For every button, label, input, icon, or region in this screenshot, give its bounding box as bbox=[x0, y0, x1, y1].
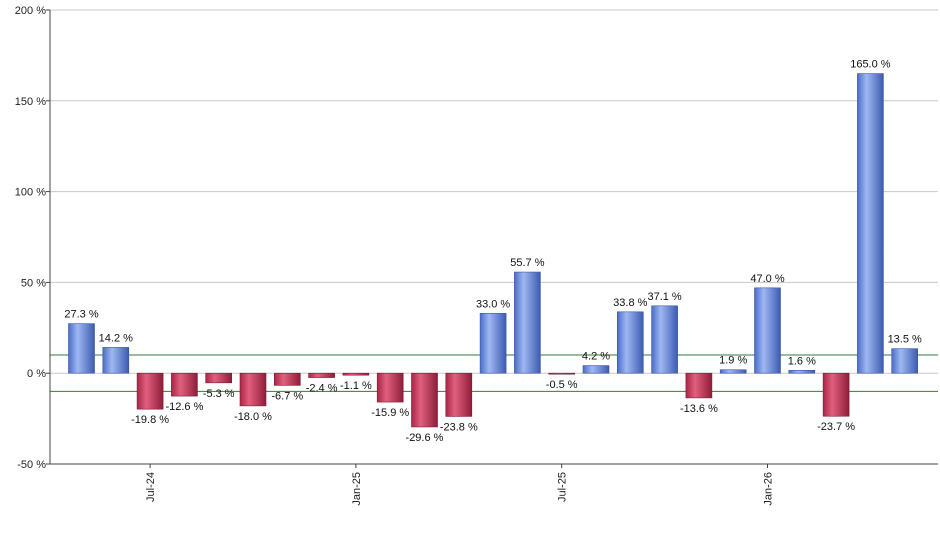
data-label: 165.0 % bbox=[850, 59, 891, 71]
bar[interactable] bbox=[788, 369, 816, 374]
axes: 200 % 150 % 100 % 50 % 0 % -50 % Jul-24 Jan-25 J… bbox=[15, 5, 938, 506]
bar[interactable] bbox=[822, 372, 850, 417]
y-tick-label: 150 % bbox=[15, 96, 46, 108]
bar[interactable] bbox=[719, 369, 747, 374]
x-tick-label: Jan-25 bbox=[351, 472, 363, 506]
bar[interactable] bbox=[273, 372, 301, 386]
bar[interactable] bbox=[651, 305, 678, 374]
bars bbox=[68, 73, 919, 428]
bar[interactable] bbox=[582, 365, 610, 374]
data-label: -19.8 % bbox=[131, 414, 169, 426]
bar[interactable] bbox=[548, 372, 576, 375]
data-label: 37.1 % bbox=[647, 291, 681, 303]
bar[interactable] bbox=[754, 287, 781, 374]
data-label: -29.6 % bbox=[406, 432, 444, 444]
data-label: 47.0 % bbox=[750, 273, 784, 285]
bar[interactable] bbox=[308, 372, 335, 378]
bar[interactable] bbox=[239, 372, 267, 407]
data-label: 33.8 % bbox=[613, 297, 647, 309]
data-label: -13.6 % bbox=[680, 403, 718, 415]
x-tick-label: Jan-26 bbox=[763, 472, 775, 506]
data-label: -1.1 % bbox=[340, 380, 372, 392]
y-tick-label: 0 % bbox=[27, 368, 46, 380]
data-label: 27.3 % bbox=[64, 309, 98, 321]
data-label: -15.9 % bbox=[371, 407, 409, 419]
data-label: -23.8 % bbox=[440, 421, 478, 433]
bar-labels: 27.3 %14.2 % -19.8 %-12.6 %-5.3 % -18.0 % -… bbox=[64, 59, 922, 444]
data-label: 1.6 % bbox=[788, 355, 816, 367]
bar[interactable] bbox=[171, 372, 198, 397]
data-label: -12.6 % bbox=[165, 401, 203, 413]
bar[interactable] bbox=[616, 311, 644, 374]
y-tick-label: 50 % bbox=[21, 277, 46, 289]
bar[interactable] bbox=[445, 372, 473, 417]
bar[interactable] bbox=[376, 372, 404, 403]
data-label: 33.0 % bbox=[476, 298, 510, 310]
data-label: -0.5 % bbox=[546, 379, 578, 391]
data-label: 13.5 % bbox=[888, 334, 922, 346]
bar[interactable] bbox=[479, 312, 507, 374]
bar[interactable] bbox=[891, 348, 919, 374]
x-tick-label: Jul-25 bbox=[557, 472, 569, 502]
bar[interactable] bbox=[68, 323, 95, 374]
data-label: -5.3 % bbox=[203, 388, 235, 400]
y-tick-label: 200 % bbox=[15, 5, 46, 17]
x-tick-label: Jul-24 bbox=[145, 472, 157, 502]
bar[interactable] bbox=[136, 372, 164, 410]
bar[interactable] bbox=[342, 372, 370, 376]
data-label: -23.7 % bbox=[817, 421, 855, 433]
bar[interactable] bbox=[411, 372, 438, 428]
bar[interactable] bbox=[102, 347, 130, 374]
bar[interactable] bbox=[857, 73, 884, 374]
y-tick-label: -50 % bbox=[17, 459, 46, 471]
bar[interactable] bbox=[514, 271, 541, 374]
data-label: -18.0 % bbox=[234, 411, 272, 423]
y-tick-label: 100 % bbox=[15, 187, 46, 199]
data-label: -6.7 % bbox=[271, 390, 303, 402]
data-label: 4.2 % bbox=[582, 351, 610, 363]
data-label: 1.9 % bbox=[719, 355, 747, 367]
data-label: 55.7 % bbox=[510, 257, 544, 269]
data-label: -2.4 % bbox=[306, 383, 338, 395]
bar[interactable] bbox=[205, 372, 232, 384]
data-label: 14.2 % bbox=[99, 332, 133, 344]
bar[interactable] bbox=[685, 372, 713, 399]
